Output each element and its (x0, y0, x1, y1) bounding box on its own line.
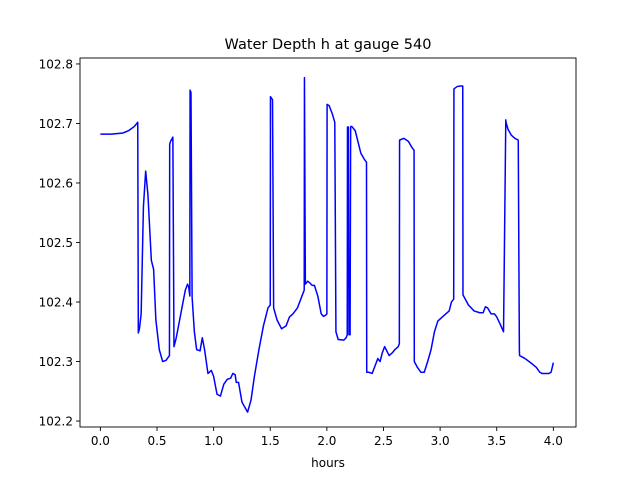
y-tick-label: 102.8 (39, 57, 73, 71)
series-line-water-depth (100, 76, 555, 413)
y-tick-label: 102.4 (39, 295, 73, 309)
x-tick-label: 3.5 (487, 434, 506, 448)
y-tick-label: 102.5 (39, 236, 73, 250)
y-tick-label: 102.3 (39, 355, 73, 369)
x-axis-ticks: 0.0 0.5 1.0 1.5 2.0 2.5 3.0 3.5 4.0 (91, 427, 563, 448)
x-tick-label: 4.0 (544, 434, 563, 448)
y-tick-label: 102.2 (39, 414, 73, 428)
x-axis-label: hours (311, 456, 345, 470)
y-tick-label: 102.6 (39, 176, 73, 190)
x-tick-label: 0.5 (147, 434, 166, 448)
y-axis-ticks: 102.2 102.3 102.4 102.5 102.6 102.7 102.8 (39, 57, 80, 428)
plot-area: 0.0 0.5 1.0 1.5 2.0 2.5 3.0 3.5 4.0 102.2102.310… (39, 57, 577, 448)
y-tick-label: 102.7 (39, 117, 73, 131)
x-tick-label: 2.0 (317, 434, 336, 448)
x-tick-label: 1.0 (204, 434, 223, 448)
x-tick-label: 2.5 (374, 434, 393, 448)
x-tick-label: 3.0 (431, 434, 450, 448)
plot-frame (79, 57, 577, 428)
x-tick-label: 0.0 (91, 434, 110, 448)
chart-title: Water Depth h at gauge 540 (225, 37, 432, 53)
plot-background (80, 58, 576, 427)
x-tick-label: 1.5 (261, 434, 280, 448)
